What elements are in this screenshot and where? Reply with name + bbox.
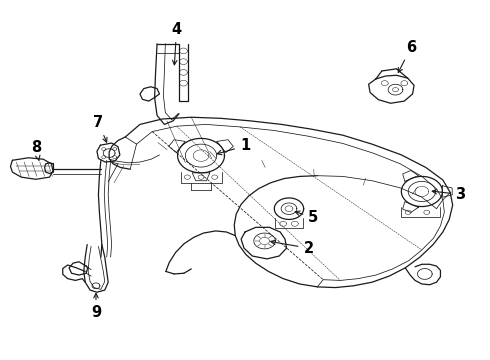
- Text: 1: 1: [217, 139, 250, 155]
- Text: 7: 7: [94, 115, 107, 142]
- Text: 3: 3: [432, 187, 465, 202]
- Text: 6: 6: [398, 40, 416, 72]
- Text: 4: 4: [172, 22, 182, 65]
- Text: 5: 5: [295, 210, 318, 225]
- Text: 2: 2: [271, 240, 314, 256]
- Text: 9: 9: [91, 293, 101, 320]
- Text: 8: 8: [31, 140, 41, 161]
